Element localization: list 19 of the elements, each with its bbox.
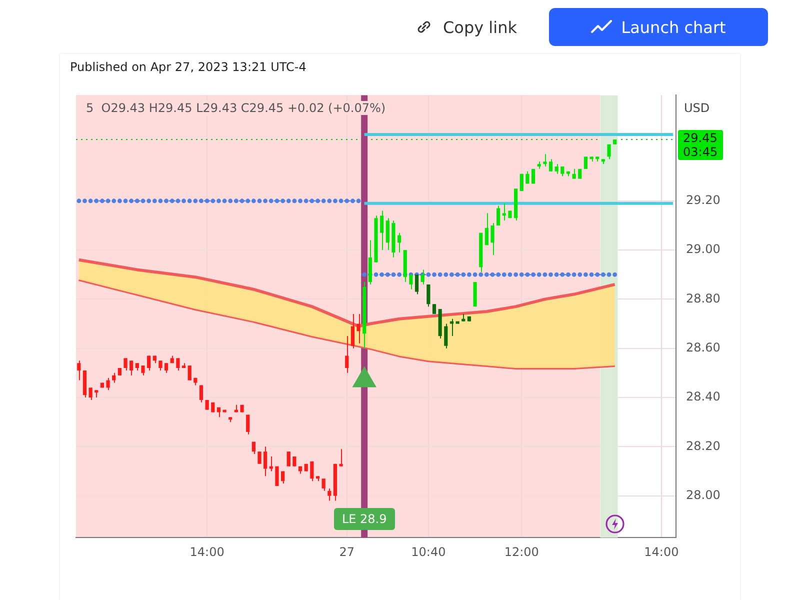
text: 5 O29.43 H29.45 L29.43 C29.45 +0.02 (+0.07%) [84, 101, 388, 116]
chart-title: Published on Apr 27, 2023 13:21 UTC-4 [70, 60, 306, 74]
text: Launch chart [621, 18, 726, 36]
x-tick-label: 14:00 [644, 544, 679, 559]
x-tick-label: 14:00 [190, 544, 224, 559]
x-tick-label: 12:00 [504, 544, 539, 559]
y-axis-title: USD [684, 101, 710, 116]
x-tick-label: 27 [339, 544, 355, 559]
annotation: LE 28.9 [334, 508, 395, 530]
y-tick-label: 28.20 [686, 438, 720, 453]
y-tick-label: 28.00 [686, 488, 720, 502]
text: Copy link [443, 18, 517, 36]
x-tick-label: 10:40 [411, 544, 446, 559]
y-tick-label: 28.40 [686, 390, 720, 404]
y-tick-label: 28.60 [686, 340, 720, 354]
y-tick-label: 29.00 [686, 242, 720, 256]
y-tick-label: 29.20 [686, 193, 720, 208]
text: 29.45 03:45 [678, 130, 723, 160]
y-tick-label: 28.80 [686, 291, 720, 306]
